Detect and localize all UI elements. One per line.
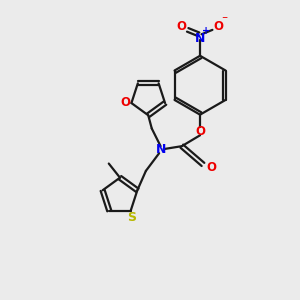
- Text: ⁻: ⁻: [221, 14, 228, 27]
- Text: N: N: [155, 143, 166, 156]
- Text: O: O: [214, 20, 224, 33]
- Text: +: +: [202, 26, 211, 36]
- Text: N: N: [195, 32, 205, 45]
- Text: O: O: [176, 20, 187, 33]
- Text: O: O: [195, 125, 205, 138]
- Text: O: O: [121, 96, 130, 109]
- Text: O: O: [206, 161, 216, 174]
- Text: S: S: [128, 211, 136, 224]
